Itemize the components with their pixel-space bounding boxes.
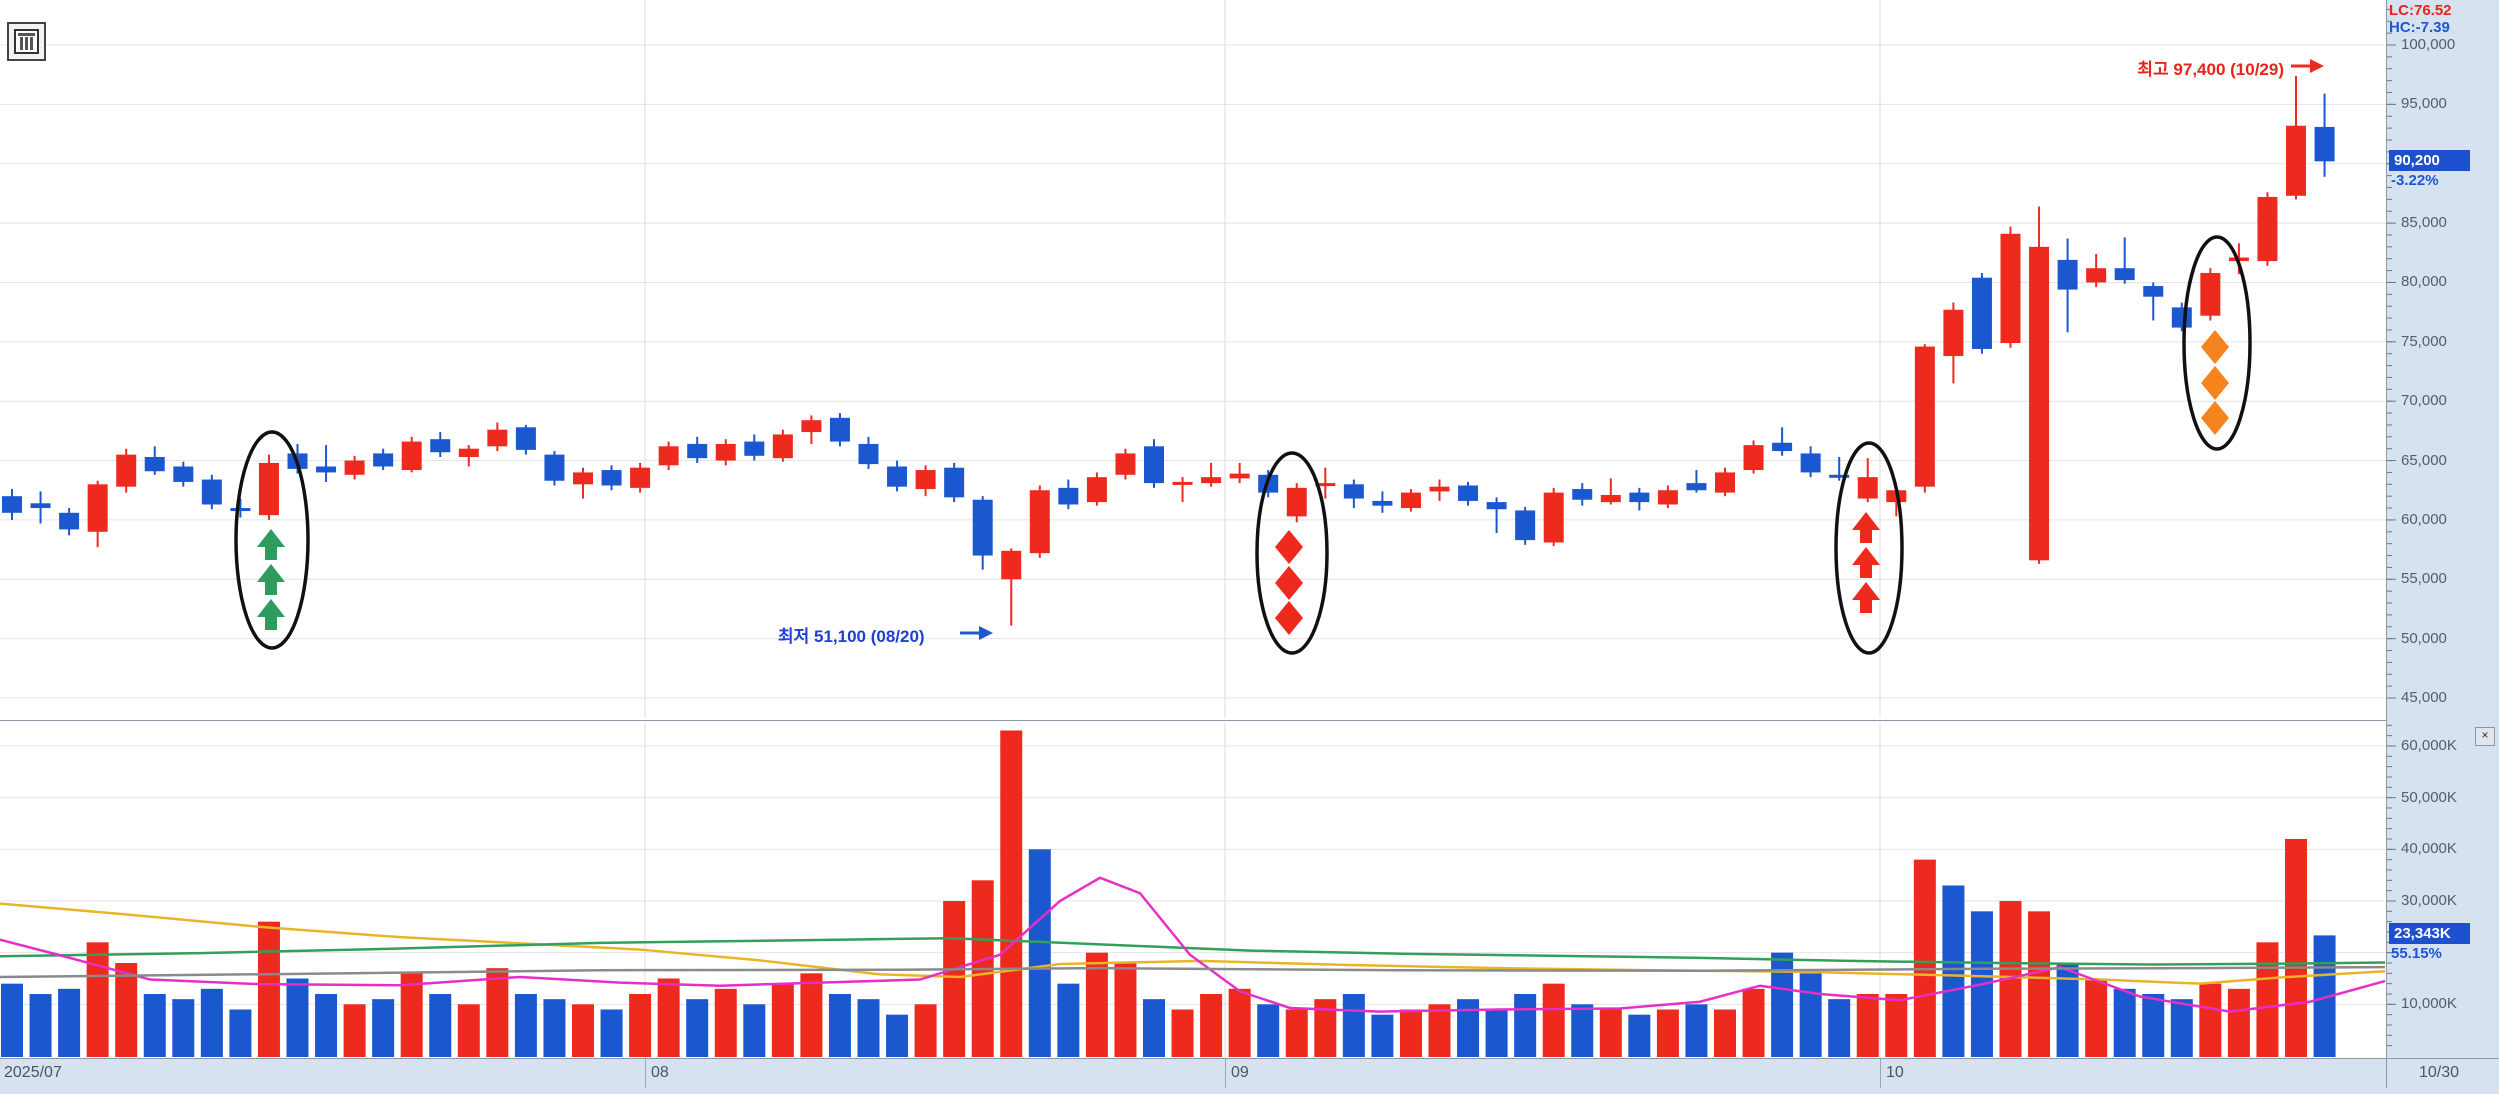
highest-price-annotation: 최고 97,400 (10/29) [2137,55,2284,80]
highlight-ellipse [1255,451,1329,655]
volume-tick-label: 40,000K [2401,840,2457,858]
chart-canvas[interactable] [0,0,2386,1058]
volume-series [1,730,2336,1057]
diamond-marker [1275,601,1303,635]
volume-tick-label: 60,000K [2401,736,2457,754]
lowest-price-text: 최저 51,100 (08/20) [778,627,925,646]
highest-price-text: 최고 97,400 (10/29) [2137,60,2284,79]
diamond-marker [1275,566,1303,600]
hc-indicator: HC:-7.39 [2389,19,2450,36]
month-separator [1880,1059,1881,1088]
arrow-up-marker [1852,512,1880,543]
price-tick-label: 100,000 [2401,36,2456,53]
current-volume-change: 55.15% [2391,945,2442,962]
price-tick-label: 95,000 [2401,95,2447,113]
date-axis-corner: 10/30 [2386,1058,2499,1088]
lc-indicator: LC:76.52 [2389,2,2452,19]
volume-tick-label: 30,000K [2401,891,2457,909]
diamond-marker [2201,366,2229,400]
price-tick-label: 60,000 [2401,510,2447,528]
ma-gray [0,965,2386,979]
month-label: 09 [1231,1064,1249,1081]
month-label: 10 [1886,1064,1904,1081]
current-price-badge: 90,200 [2389,150,2470,171]
month-label: 2025/07 [4,1064,62,1081]
highlight-ellipse [2182,235,2252,451]
last-date-label: 10/30 [2419,1064,2460,1081]
price-tick-label: 70,000 [2401,392,2447,410]
price-chart-panel[interactable] [0,0,2386,720]
date-axis[interactable]: 2025/07 08 09 10 [0,1058,2386,1088]
axis-ticks [2387,8,2396,1047]
highlight-ellipse [1834,441,1904,655]
highlight-ellipse [234,430,310,650]
month-separator [645,1059,646,1088]
price-volume-axis[interactable]: LC:76.52 HC:-7.39 100,000 95,000 85,000 80,… [2386,0,2499,1058]
price-tick-label: 80,000 [2401,273,2447,291]
arrow-up-marker [1852,547,1880,578]
current-price-change: -3.22% [2391,172,2439,189]
data-grid-icon[interactable] [7,22,46,61]
ma-magenta [0,876,2386,1013]
arrow-up-marker [257,529,285,560]
price-tick-label: 75,000 [2401,332,2447,350]
diamond-marker [2201,330,2229,364]
candlestick-series [2,75,2335,626]
price-tick-label: 55,000 [2401,570,2447,588]
low-arrow-icon [979,626,993,640]
price-tick-label: 45,000 [2401,689,2447,706]
diamond-marker [2201,401,2229,435]
volume-tick-label: 10,000K [2401,995,2457,1013]
ma-green [0,936,2386,966]
current-volume-badge: 23,343K [2389,923,2470,944]
high-arrow-icon [2310,59,2324,73]
price-tick-label: 65,000 [2401,451,2447,469]
price-tick-label: 50,000 [2401,629,2447,647]
gridlines [0,0,2386,1058]
month-label: 08 [651,1064,669,1081]
diamond-marker [1275,530,1303,564]
signal-annotations [234,59,2324,655]
arrow-up-marker [1852,582,1880,613]
volume-tick-label: 50,000K [2401,788,2457,806]
grid-table-icon [14,29,39,54]
arrow-up-marker [257,564,285,595]
ma-yellow [0,902,2386,985]
close-volume-pane-button[interactable]: × [2475,727,2495,746]
month-separator [1225,1059,1226,1088]
price-tick-label: 85,000 [2401,214,2447,232]
lowest-price-annotation: 최저 51,100 (08/20) [778,622,925,647]
volume-ma-lines [0,876,2386,1013]
arrow-up-marker [257,599,285,630]
